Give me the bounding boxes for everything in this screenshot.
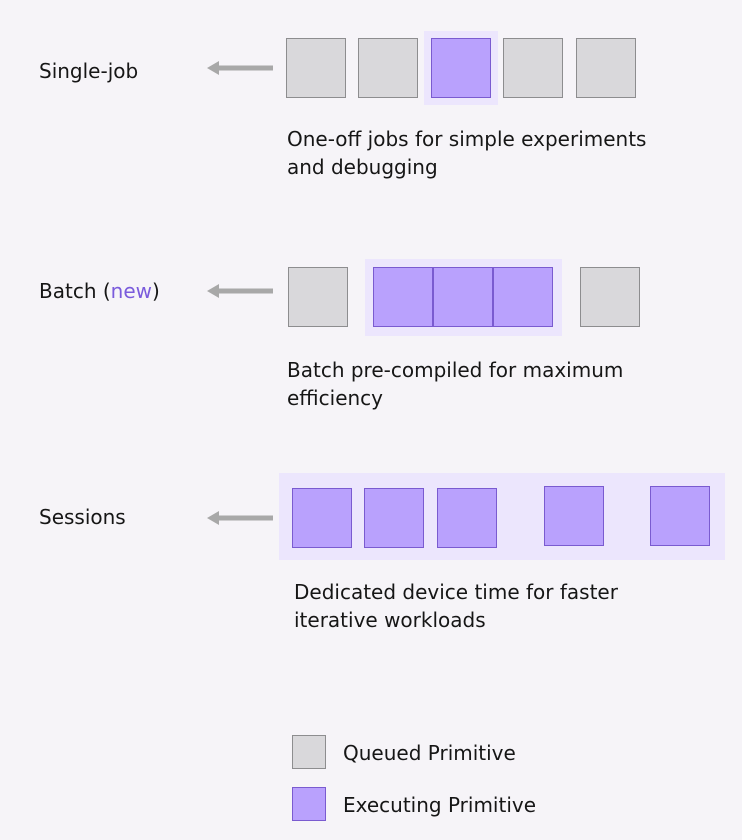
paren: ) [152, 279, 160, 303]
description-line: efficiency [287, 386, 384, 410]
executing-primitive [650, 486, 710, 546]
executing-primitive [431, 38, 491, 98]
description-line: Dedicated device time for faster [294, 580, 618, 604]
executing-primitive [373, 267, 433, 327]
mode-description-batch: Batch pre-compiled for maximum efficienc… [287, 356, 623, 412]
executing-primitive [493, 267, 553, 327]
legend-label-queued: Queued Primitive [343, 741, 516, 765]
queued-primitive [358, 38, 418, 98]
queued-primitive [580, 267, 640, 327]
legend-label-executing: Executing Primitive [343, 793, 537, 817]
description-line: iterative workloads [294, 608, 486, 632]
mode-label-batch: Batch (new) [39, 279, 160, 303]
paren: ( [96, 279, 111, 303]
executing-primitive [433, 267, 493, 327]
arrow-left-icon [207, 284, 273, 298]
legend-swatch-queued [292, 735, 326, 769]
executing-primitive [364, 488, 424, 548]
queued-primitive [503, 38, 563, 98]
executing-primitive [292, 488, 352, 548]
mode-description-single-job: One-off jobs for simple experiments and … [287, 125, 646, 181]
label-text: Batch [39, 279, 97, 303]
description-line: One-off jobs for simple experiments [287, 127, 647, 151]
mode-description-sessions: Dedicated device time for faster iterati… [294, 578, 618, 634]
arrow-left-icon [207, 511, 273, 525]
label-text: Sessions [39, 505, 126, 529]
queued-primitive [286, 38, 346, 98]
queued-primitive [288, 267, 348, 327]
queued-primitive [576, 38, 636, 98]
arrow-left-icon [207, 61, 273, 75]
label-text: Single-job [39, 59, 139, 83]
legend-swatch-executing [292, 787, 326, 821]
executing-primitive [437, 488, 497, 548]
mode-label-sessions: Sessions [39, 505, 126, 529]
description-line: and debugging [287, 155, 438, 179]
mode-label-single-job: Single-job [39, 59, 138, 83]
description-line: Batch pre-compiled for maximum [287, 358, 624, 382]
executing-primitive [544, 486, 604, 546]
new-badge: new [110, 279, 153, 303]
